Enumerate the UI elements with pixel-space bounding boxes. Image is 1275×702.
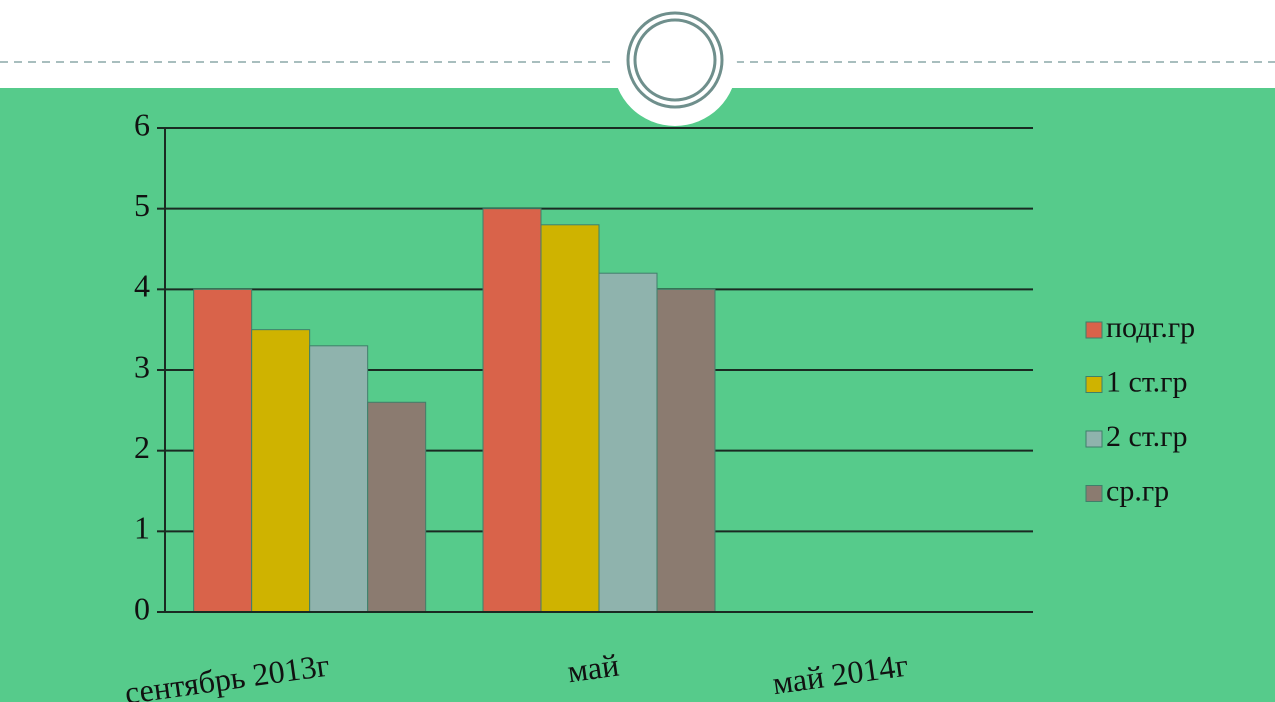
ornament-ring	[626, 11, 724, 109]
y-tick-label: 5	[134, 187, 150, 223]
legend-swatch	[1085, 485, 1103, 502]
bar	[598, 272, 658, 613]
y-tick-label: 2	[134, 429, 150, 465]
y-tick-label: 3	[134, 348, 150, 384]
legend-swatch	[1085, 376, 1103, 393]
legend-label: 1 ст.гр	[1106, 365, 1187, 398]
bar	[193, 288, 253, 613]
legend-swatch	[1085, 430, 1103, 448]
legend-swatch	[1085, 321, 1103, 339]
legend-label: подг.гр	[1106, 311, 1195, 344]
ornament-ring	[633, 18, 717, 102]
bar	[367, 401, 427, 613]
bar	[540, 224, 600, 613]
bar	[656, 288, 716, 613]
y-tick-label: 0	[134, 590, 150, 626]
y-tick-label: 1	[134, 510, 150, 546]
y-tick-label: 6	[134, 106, 150, 142]
x-tick-label: май	[565, 647, 621, 690]
y-tick-label: 4	[134, 268, 150, 304]
legend-label: 2 ст.гр	[1106, 420, 1187, 453]
legend-label: ср.гр	[1106, 474, 1169, 507]
bar	[251, 329, 311, 613]
bar	[309, 345, 369, 613]
bar	[482, 208, 542, 613]
